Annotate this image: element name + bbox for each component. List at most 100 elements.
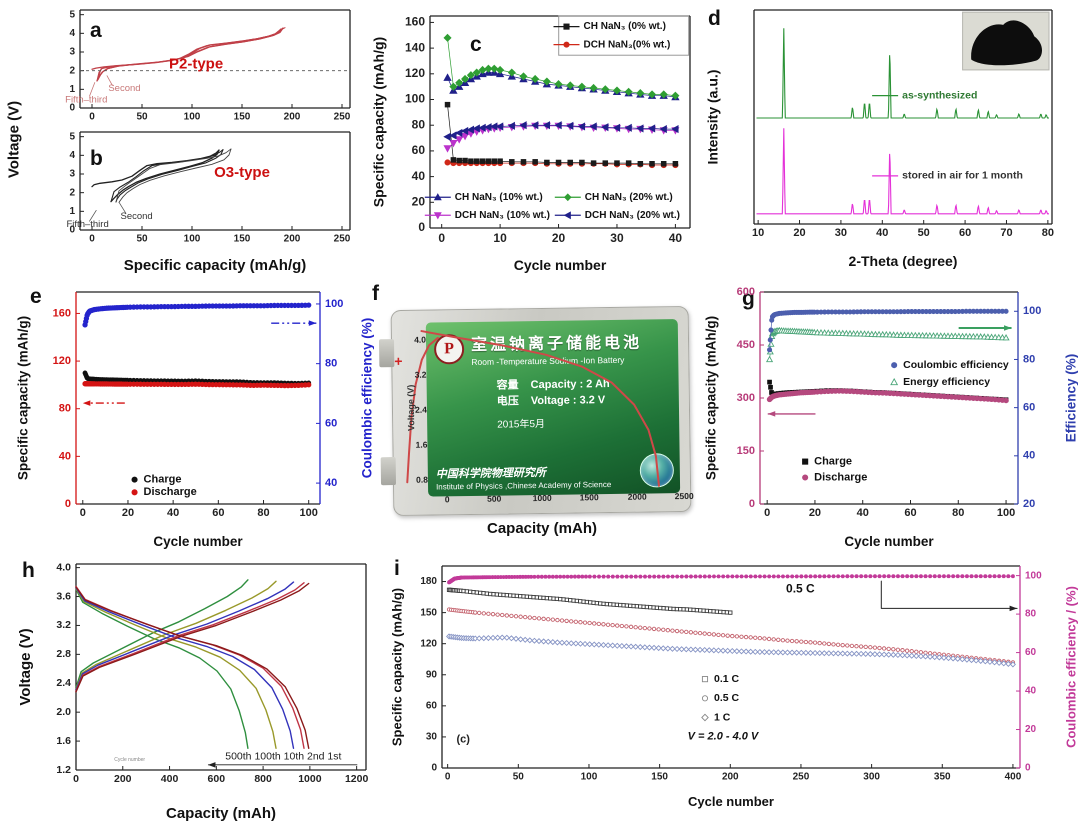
svg-text:5: 5 <box>69 131 75 142</box>
iop-logo: P <box>433 334 465 365</box>
svg-text:80: 80 <box>325 358 337 370</box>
svg-text:180: 180 <box>420 576 437 587</box>
svg-text:100: 100 <box>184 111 201 122</box>
panel-e-chart: 0 20 40 60 80 100 0 40 80 120 160 40 60 80 100 Cycle nu… <box>12 282 375 554</box>
panel-label-i: i <box>394 557 400 580</box>
svg-text:CH NaN₃ (20% wt.): CH NaN₃ (20% wt.) <box>585 192 673 203</box>
panel-label-f: f <box>372 282 379 305</box>
panel-label-e: e <box>30 285 42 308</box>
svg-text:4.0: 4.0 <box>56 561 71 573</box>
svg-text:3: 3 <box>69 47 75 58</box>
svg-text:0: 0 <box>749 498 755 510</box>
svg-text:1: 1 <box>69 206 75 217</box>
svg-text:P2-type: P2-type <box>169 55 223 72</box>
svg-text:80: 80 <box>1025 609 1037 620</box>
f-xtick-1000: 1000 <box>532 492 552 504</box>
svg-text:80: 80 <box>1042 227 1054 239</box>
svg-text:2.0: 2.0 <box>56 706 71 718</box>
svg-text:Charge: Charge <box>144 474 182 486</box>
panel-label-h: h <box>22 559 35 582</box>
svg-text:0.5 C: 0.5 C <box>786 581 815 595</box>
battery-label: P 室温钠离子储能电池 Room -Temperature Sodium -Io… <box>425 319 681 497</box>
svg-text:20: 20 <box>552 231 566 245</box>
svg-text:140: 140 <box>405 40 425 54</box>
svg-text:5: 5 <box>69 9 75 20</box>
svg-text:100: 100 <box>1025 570 1042 581</box>
svg-text:DCH NaN₃(0% wt.): DCH NaN₃(0% wt.) <box>584 39 671 50</box>
svg-text:50: 50 <box>918 227 930 239</box>
svg-text:250: 250 <box>334 111 351 122</box>
svg-text:120: 120 <box>405 66 425 80</box>
svg-text:CH NaN₃ (0% wt.): CH NaN₃ (0% wt.) <box>584 21 666 32</box>
panel-label-b: b <box>90 147 103 170</box>
svg-text:160: 160 <box>53 307 71 319</box>
svg-text:30: 30 <box>426 732 438 743</box>
svg-text:O3-type: O3-type <box>214 164 270 181</box>
svg-text:0: 0 <box>431 763 437 774</box>
svg-text:2.8: 2.8 <box>56 648 71 660</box>
svg-text:80: 80 <box>952 507 964 519</box>
svg-text:60: 60 <box>1023 402 1035 414</box>
svg-text:1.2: 1.2 <box>56 764 71 776</box>
panel-label-g: g <box>742 287 755 310</box>
svg-text:160: 160 <box>405 15 425 29</box>
svg-text:20: 20 <box>412 194 426 208</box>
svg-text:200: 200 <box>284 233 301 244</box>
iop-logo-letter: P <box>444 340 455 358</box>
svg-text:0: 0 <box>69 103 75 114</box>
svg-text:0: 0 <box>418 220 425 234</box>
svg-text:0.1 C: 0.1 C <box>714 673 740 685</box>
svg-text:80: 80 <box>257 507 269 519</box>
svg-text:(c): (c) <box>456 734 470 746</box>
svg-text:800: 800 <box>254 773 272 785</box>
svg-text:Specific capacity (mAh/g): Specific capacity (mAh/g) <box>16 316 31 480</box>
svg-text:1000: 1000 <box>298 773 322 785</box>
f-xtick-2500: 2500 <box>674 490 694 502</box>
svg-text:DCH NaN₃ (20% wt.): DCH NaN₃ (20% wt.) <box>585 210 680 221</box>
svg-text:50: 50 <box>513 771 525 782</box>
svg-text:0: 0 <box>89 111 95 122</box>
svg-text:2-Theta (degree): 2-Theta (degree) <box>849 253 958 269</box>
svg-text:0: 0 <box>438 231 445 245</box>
battery-tab-top <box>378 339 395 368</box>
svg-text:200: 200 <box>722 771 739 782</box>
svg-text:Fifth–third: Fifth–third <box>67 219 109 230</box>
svg-text:500th 100th 10th 2nd 1st: 500th 100th 10th 2nd 1st <box>225 750 341 762</box>
svg-text:0: 0 <box>1025 763 1031 774</box>
svg-text:Cycle number: Cycle number <box>114 757 145 763</box>
svg-text:Specific capacity (mAh/g): Specific capacity (mAh/g) <box>371 37 387 207</box>
svg-text:2.4: 2.4 <box>56 677 71 689</box>
svg-text:CH NaN₃ (10% wt.): CH NaN₃ (10% wt.) <box>455 192 543 203</box>
svg-text:as-synthesized: as-synthesized <box>902 89 977 101</box>
svg-text:Cycle number: Cycle number <box>153 534 243 549</box>
svg-text:50: 50 <box>136 233 148 244</box>
battery-date: 2015年5月 <box>497 418 546 431</box>
svg-text:0: 0 <box>80 507 86 519</box>
svg-text:60: 60 <box>904 507 916 519</box>
svg-text:Discharge: Discharge <box>144 486 197 498</box>
panel-h-chart: 0 200 400 600 800 1000 1200 1.2 1.6 2.0 2.4 2.8 3.2 3… <box>14 556 380 826</box>
svg-text:1.6: 1.6 <box>56 735 71 747</box>
svg-text:40: 40 <box>1023 450 1035 462</box>
f-xtick-0: 0 <box>444 494 450 505</box>
svg-text:100: 100 <box>581 771 598 782</box>
svg-text:100: 100 <box>405 92 425 106</box>
f-ytick-3.2: 3.2 <box>414 369 427 380</box>
svg-text:40: 40 <box>412 169 426 183</box>
battery-title-en: Room -Temperature Sodium -Ion Battery <box>471 354 625 367</box>
svg-text:3: 3 <box>69 169 75 180</box>
svg-text:30: 30 <box>835 227 847 239</box>
svg-text:DCH NaN₃ (10% wt.): DCH NaN₃ (10% wt.) <box>455 210 550 221</box>
svg-text:0.5 C: 0.5 C <box>714 692 740 704</box>
svg-text:40: 40 <box>876 227 888 239</box>
battery-tab-bottom <box>380 457 397 486</box>
svg-text:Specific capacity (mAh/g): Specific capacity (mAh/g) <box>389 588 404 746</box>
panel-label-c: c <box>470 33 482 56</box>
svg-text:Energy efficiency: Energy efficiency <box>903 376 990 388</box>
svg-text:100: 100 <box>184 233 201 244</box>
svg-text:2: 2 <box>69 187 75 198</box>
svg-text:60: 60 <box>959 227 971 239</box>
institute-en: Institute of Physics ,Chinese Academy of… <box>435 480 612 492</box>
svg-text:3.6: 3.6 <box>56 590 71 602</box>
